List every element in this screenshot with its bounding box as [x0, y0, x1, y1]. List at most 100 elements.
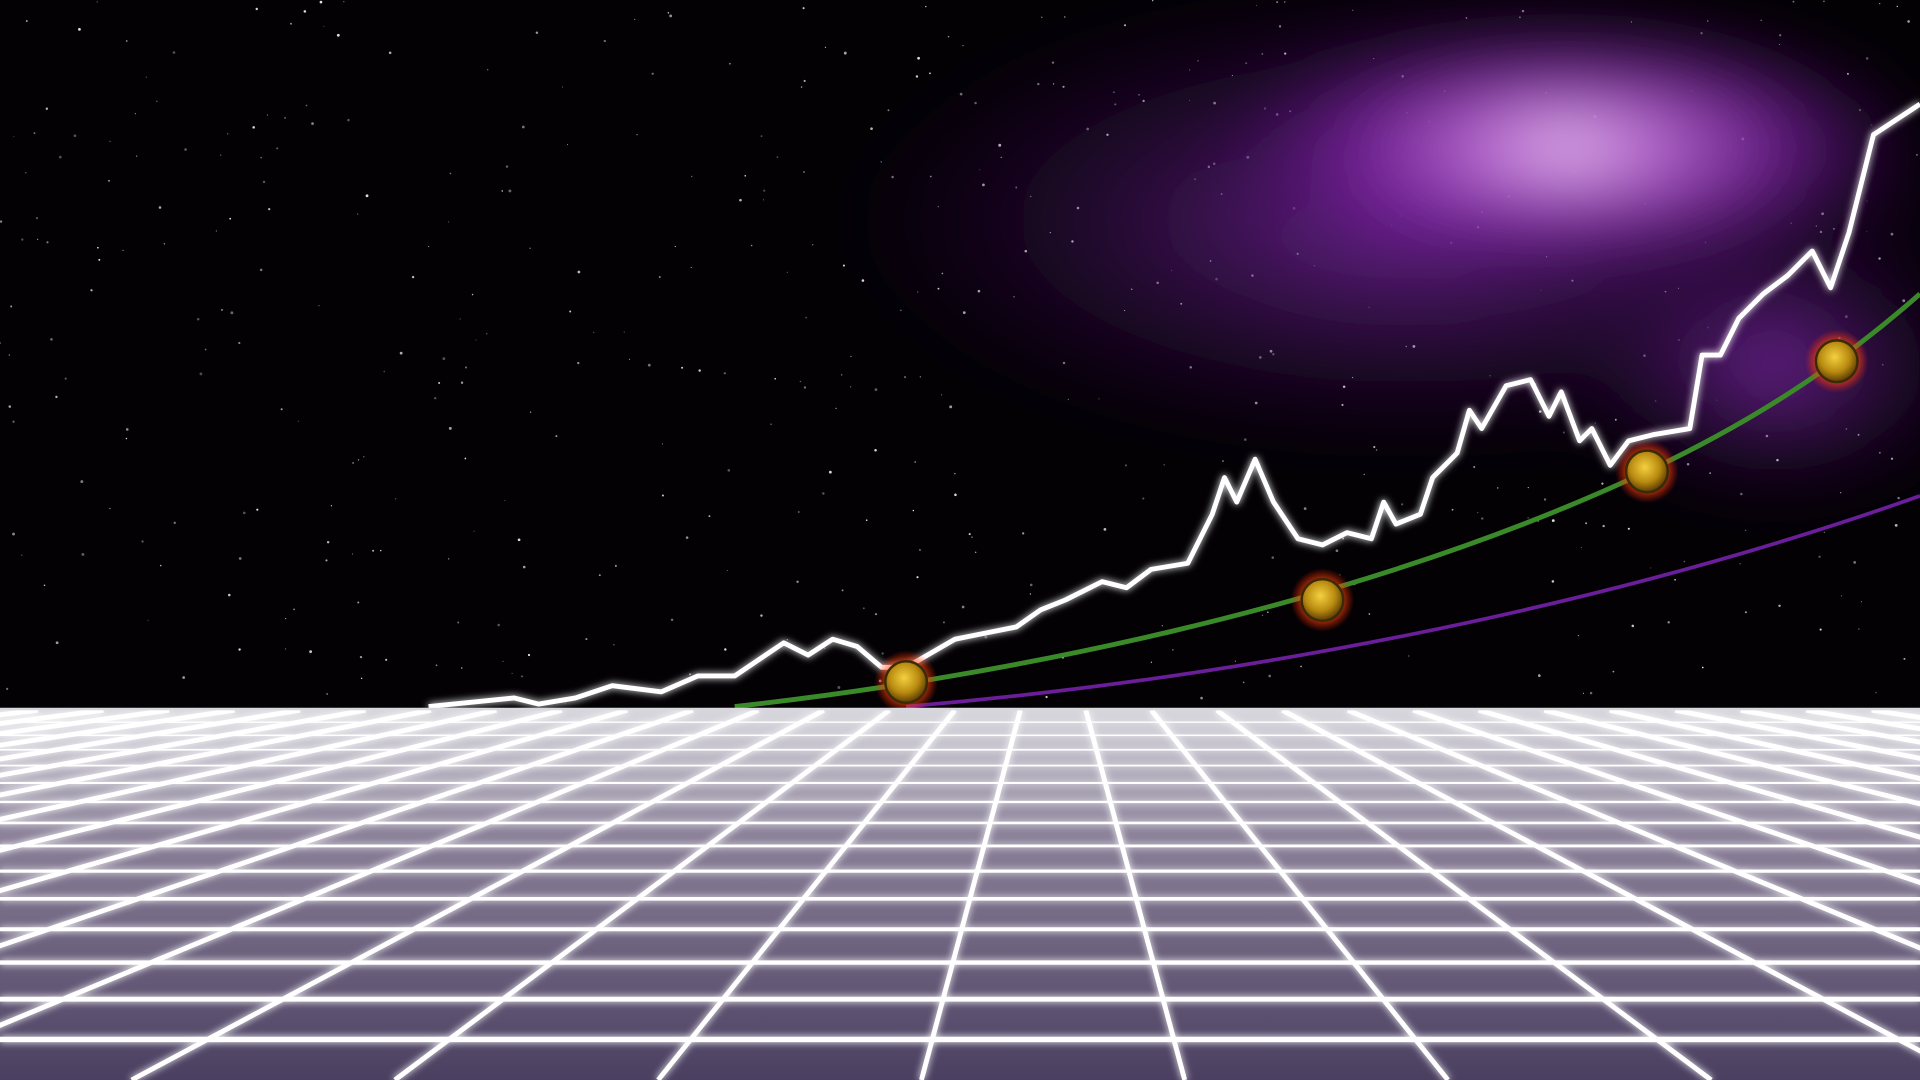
- star: [10, 305, 13, 308]
- star: [915, 75, 919, 78]
- star: [372, 549, 375, 552]
- star: [109, 507, 111, 510]
- grid-line-vertical: [0, 710, 629, 894]
- star: [136, 155, 138, 157]
- star: [125, 40, 128, 42]
- star: [502, 660, 504, 663]
- grid-line-vertical: [0, 710, 563, 853]
- star: [1150, 661, 1153, 663]
- star: [744, 174, 747, 177]
- star: [427, 245, 430, 248]
- star: [1701, 666, 1704, 669]
- star: [1585, 522, 1588, 525]
- coin: [1290, 568, 1355, 632]
- star: [1451, 508, 1454, 511]
- star: [497, 623, 500, 627]
- star: [517, 538, 521, 542]
- star: [388, 51, 392, 55]
- star: [1875, 691, 1877, 694]
- grid-line-vertical: [656, 710, 957, 1080]
- star: [585, 638, 588, 641]
- star: [661, 443, 664, 445]
- star: [1674, 578, 1676, 581]
- star: [182, 676, 186, 679]
- star: [1103, 527, 1107, 531]
- star: [914, 460, 917, 463]
- star: [1200, 696, 1203, 700]
- star: [522, 565, 526, 569]
- star: [690, 266, 692, 269]
- star: [824, 46, 827, 48]
- star: [255, 7, 258, 11]
- star: [457, 621, 460, 624]
- star: [8, 405, 12, 408]
- star: [81, 552, 85, 556]
- star: [919, 549, 921, 551]
- star: [1778, 604, 1781, 608]
- star: [658, 275, 661, 279]
- star: [12, 532, 15, 536]
- star: [46, 241, 49, 244]
- star: [634, 18, 636, 20]
- star: [238, 341, 241, 345]
- star: [1300, 665, 1302, 668]
- star: [108, 179, 110, 182]
- star: [1840, 595, 1843, 597]
- star: [64, 377, 67, 380]
- star: [33, 132, 36, 135]
- star: [55, 395, 58, 399]
- star: [1903, 657, 1906, 660]
- grid-line-vertical: [130, 710, 826, 1080]
- star: [527, 653, 531, 657]
- star: [750, 244, 753, 247]
- star: [822, 492, 825, 495]
- star: [385, 658, 388, 661]
- star: [1580, 547, 1582, 549]
- star: [942, 621, 945, 624]
- star: [347, 118, 350, 122]
- star: [438, 382, 441, 384]
- nebula-core: [1200, 12, 1920, 282]
- star: [812, 244, 814, 246]
- star: [1029, 583, 1033, 587]
- grid-line-vertical: [0, 710, 694, 949]
- star: [486, 333, 488, 335]
- grid-line-vertical: [0, 710, 366, 778]
- star: [925, 5, 927, 8]
- grid-line-vertical: [1346, 710, 1920, 951]
- star: [803, 79, 806, 83]
- star: [204, 348, 207, 351]
- star: [442, 357, 446, 361]
- star: [917, 56, 920, 60]
- star: [800, 86, 803, 88]
- grid-line-vertical: [0, 710, 760, 1028]
- star: [874, 449, 877, 452]
- star: [1401, 503, 1404, 506]
- star: [229, 217, 232, 220]
- star: [874, 388, 878, 391]
- star: [1234, 660, 1237, 662]
- star: [156, 100, 158, 102]
- star: [691, 175, 693, 178]
- star: [850, 355, 852, 358]
- star: [357, 213, 359, 215]
- star: [850, 386, 852, 388]
- star: [1142, 497, 1145, 500]
- star: [535, 31, 539, 34]
- star: [865, 519, 868, 522]
- star: [1760, 19, 1763, 22]
- star: [529, 411, 532, 413]
- star: [774, 377, 777, 380]
- star: [802, 7, 805, 10]
- star: [173, 521, 176, 525]
- star: [776, 156, 779, 159]
- star: [724, 648, 727, 651]
- star: [1612, 670, 1615, 673]
- star: [841, 374, 843, 376]
- star: [297, 420, 299, 422]
- star: [55, 641, 59, 645]
- star: [145, 76, 148, 78]
- star: [728, 62, 731, 65]
- star: [1823, 0, 1825, 3]
